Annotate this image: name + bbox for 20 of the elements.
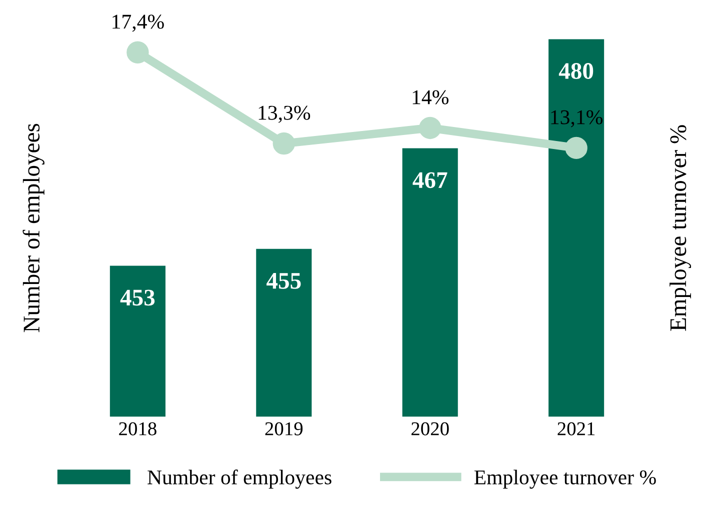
point (126, 41, 149, 64)
data-label: 467 (412, 172, 448, 188)
data-label: 453 (120, 290, 155, 306)
point (272, 132, 296, 155)
point (418, 116, 442, 140)
data-label: 14% (412, 90, 448, 104)
point (565, 136, 588, 160)
x-tick-label: 2020 (412, 422, 449, 436)
legend-label: Number of employees (148, 470, 332, 489)
data-label: 17,4% (112, 14, 164, 32)
data-label: 455 (266, 273, 301, 289)
legend-label: Employee turnover % (474, 470, 656, 489)
data-label: 480 (558, 63, 594, 79)
x-tick-label: 2021 (558, 422, 595, 436)
y-axis-title: Number of employees (22, 124, 44, 332)
y2-axis-title: Employee turnover % (670, 125, 692, 331)
x-tick-label: 2019 (265, 422, 303, 436)
x-tick-label: 2018 (119, 422, 156, 436)
data-label: 13,1% (551, 110, 602, 128)
data-label: 13,3% (258, 106, 310, 123)
